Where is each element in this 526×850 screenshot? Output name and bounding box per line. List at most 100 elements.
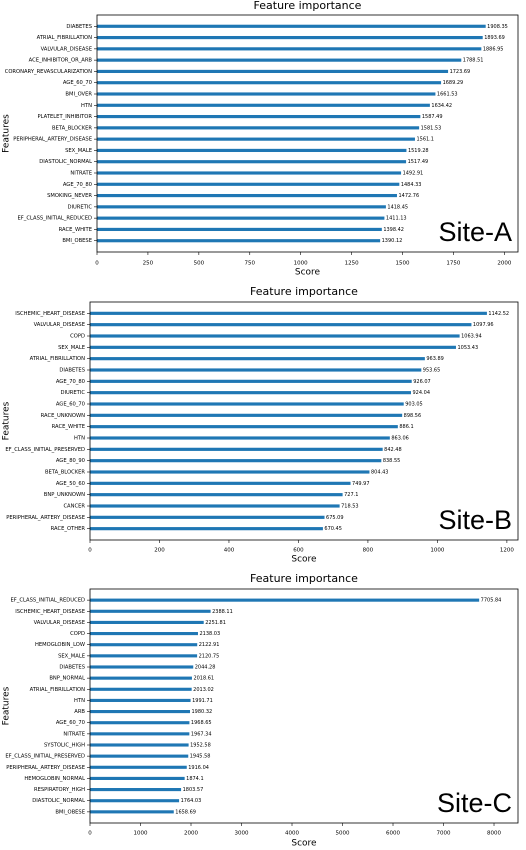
bar <box>90 632 198 636</box>
value-label: 863.06 <box>391 436 409 442</box>
site-annotation: Site-C <box>437 788 512 818</box>
y-tick-label: ATRIAL_FIBRILLATION <box>37 35 93 41</box>
bar <box>97 171 402 175</box>
value-label: 2138.03 <box>199 631 220 637</box>
value-label: 2013.02 <box>193 687 214 693</box>
y-tick-label: AGE_70_80 <box>56 379 85 385</box>
y-axis-label: Features <box>2 401 12 440</box>
site-annotation: Site-B <box>438 505 512 535</box>
bar <box>90 379 412 383</box>
y-tick-label: PLATELET_INHIBITOR <box>38 114 93 120</box>
x-tick-label: 1250 <box>345 261 359 267</box>
y-tick-label: COPD <box>70 334 85 340</box>
x-axis-label: Score <box>291 839 317 849</box>
y-tick-label: DIURETIC <box>67 204 92 210</box>
value-label: 1788.51 <box>463 58 484 64</box>
bar <box>90 676 192 680</box>
y-tick-label: HTN <box>74 436 85 442</box>
bar <box>90 515 325 519</box>
bar <box>97 160 407 164</box>
y-tick-label: DIABETES <box>59 665 85 671</box>
value-label: 903.05 <box>405 402 423 408</box>
bar <box>97 193 397 198</box>
value-label: 1581.53 <box>421 125 442 131</box>
value-label: 1492.91 <box>403 171 424 177</box>
value-label: 718.53 <box>341 504 359 510</box>
y-tick-label: VALVULAR_DISEASE <box>34 322 85 328</box>
value-label: 1097.96 <box>473 322 494 328</box>
x-tick-label: 5000 <box>336 831 350 837</box>
x-tick-label: 1000 <box>134 831 148 837</box>
value-label: 1418.45 <box>387 204 408 210</box>
bar <box>97 81 442 85</box>
y-tick-label: ISCHEMIC_HEART_DISEASE <box>15 609 85 615</box>
y-tick-label: VALVULAR_DISEASE <box>41 46 92 52</box>
value-label: 1723.69 <box>450 69 471 75</box>
bar <box>90 776 185 780</box>
y-tick-label: ATRIAL_FIBRILLATION <box>30 356 86 362</box>
x-tick-label: 0 <box>88 548 92 554</box>
x-axis-label: Score <box>295 268 321 278</box>
bar <box>90 493 343 497</box>
value-label: 1689.29 <box>443 80 464 86</box>
bar <box>97 24 486 28</box>
y-tick-label: EF_CLASS_INITIAL_REDUCED <box>11 598 85 604</box>
bar <box>97 148 407 153</box>
y-tick-label: BMI_OBESE <box>62 238 92 244</box>
value-label: 2388.11 <box>212 609 233 615</box>
bar <box>90 643 198 647</box>
value-label: 842.48 <box>384 447 402 453</box>
bar <box>90 413 403 417</box>
plot-frame <box>89 301 519 541</box>
bar <box>90 334 460 338</box>
bar <box>97 216 385 220</box>
value-label: 670.45 <box>324 526 342 532</box>
y-tick-label: NITRATE <box>70 171 92 177</box>
value-label: 749.97 <box>352 481 370 487</box>
y-tick-label: DIABETES <box>59 368 85 374</box>
y-tick-label: PERIPHERAL_ARTERY_DISEASE <box>6 515 85 521</box>
bar <box>90 459 382 463</box>
value-label: 926.07 <box>413 379 431 385</box>
y-tick-label: AGE_60_70 <box>56 402 85 408</box>
value-label: 1142.52 <box>488 311 509 317</box>
y-tick-label: BETA_BLOCKER <box>45 470 85 476</box>
y-tick-label: SMOKING_NEVER <box>47 193 92 199</box>
value-label: 1634.42 <box>431 103 452 109</box>
y-tick-label: COPD <box>70 631 85 637</box>
x-axis-label: Score <box>291 555 317 565</box>
y-tick-label: CANCER <box>63 504 85 510</box>
x-tick-label: 0 <box>88 831 92 837</box>
value-label: 2120.75 <box>199 653 220 659</box>
chart-title: Feature importance <box>254 0 362 12</box>
bar <box>97 205 386 209</box>
value-label: 898.56 <box>404 413 422 419</box>
chart-panel: Feature importance Score Features 0 1000 2000… <box>2 572 519 849</box>
y-tick-label: BMI_OVER <box>65 92 92 98</box>
bar <box>90 527 323 531</box>
bar <box>90 810 174 814</box>
bar <box>97 92 436 96</box>
x-tick-label: 0 <box>95 261 99 267</box>
y-tick-label: PERIPHERAL_ARTERY_DISEASE <box>6 765 85 771</box>
bar <box>90 721 190 725</box>
bar <box>90 665 194 669</box>
bar <box>90 402 404 406</box>
value-label: 2018.61 <box>193 676 214 682</box>
value-label: 1661.53 <box>437 92 458 98</box>
y-tick-label: SEX_MALE <box>58 345 85 351</box>
value-label: 1519.28 <box>408 148 429 154</box>
bar <box>90 323 472 327</box>
y-tick-label: DIASTOLIC_NORMAL <box>39 159 92 165</box>
bar <box>90 799 180 803</box>
y-tick-label: NITRATE <box>63 731 85 737</box>
bar <box>90 754 189 758</box>
x-tick-label: 1500 <box>396 261 410 267</box>
x-tick-label: 400 <box>224 548 235 554</box>
x-tick-label: 2000 <box>184 831 198 837</box>
x-tick-label: 500 <box>194 261 205 267</box>
plot-frame <box>96 14 519 253</box>
y-tick-label: BNP_UNKNOWN <box>44 492 85 498</box>
y-tick-label: DIURETIC <box>60 390 85 396</box>
bar <box>90 368 422 372</box>
